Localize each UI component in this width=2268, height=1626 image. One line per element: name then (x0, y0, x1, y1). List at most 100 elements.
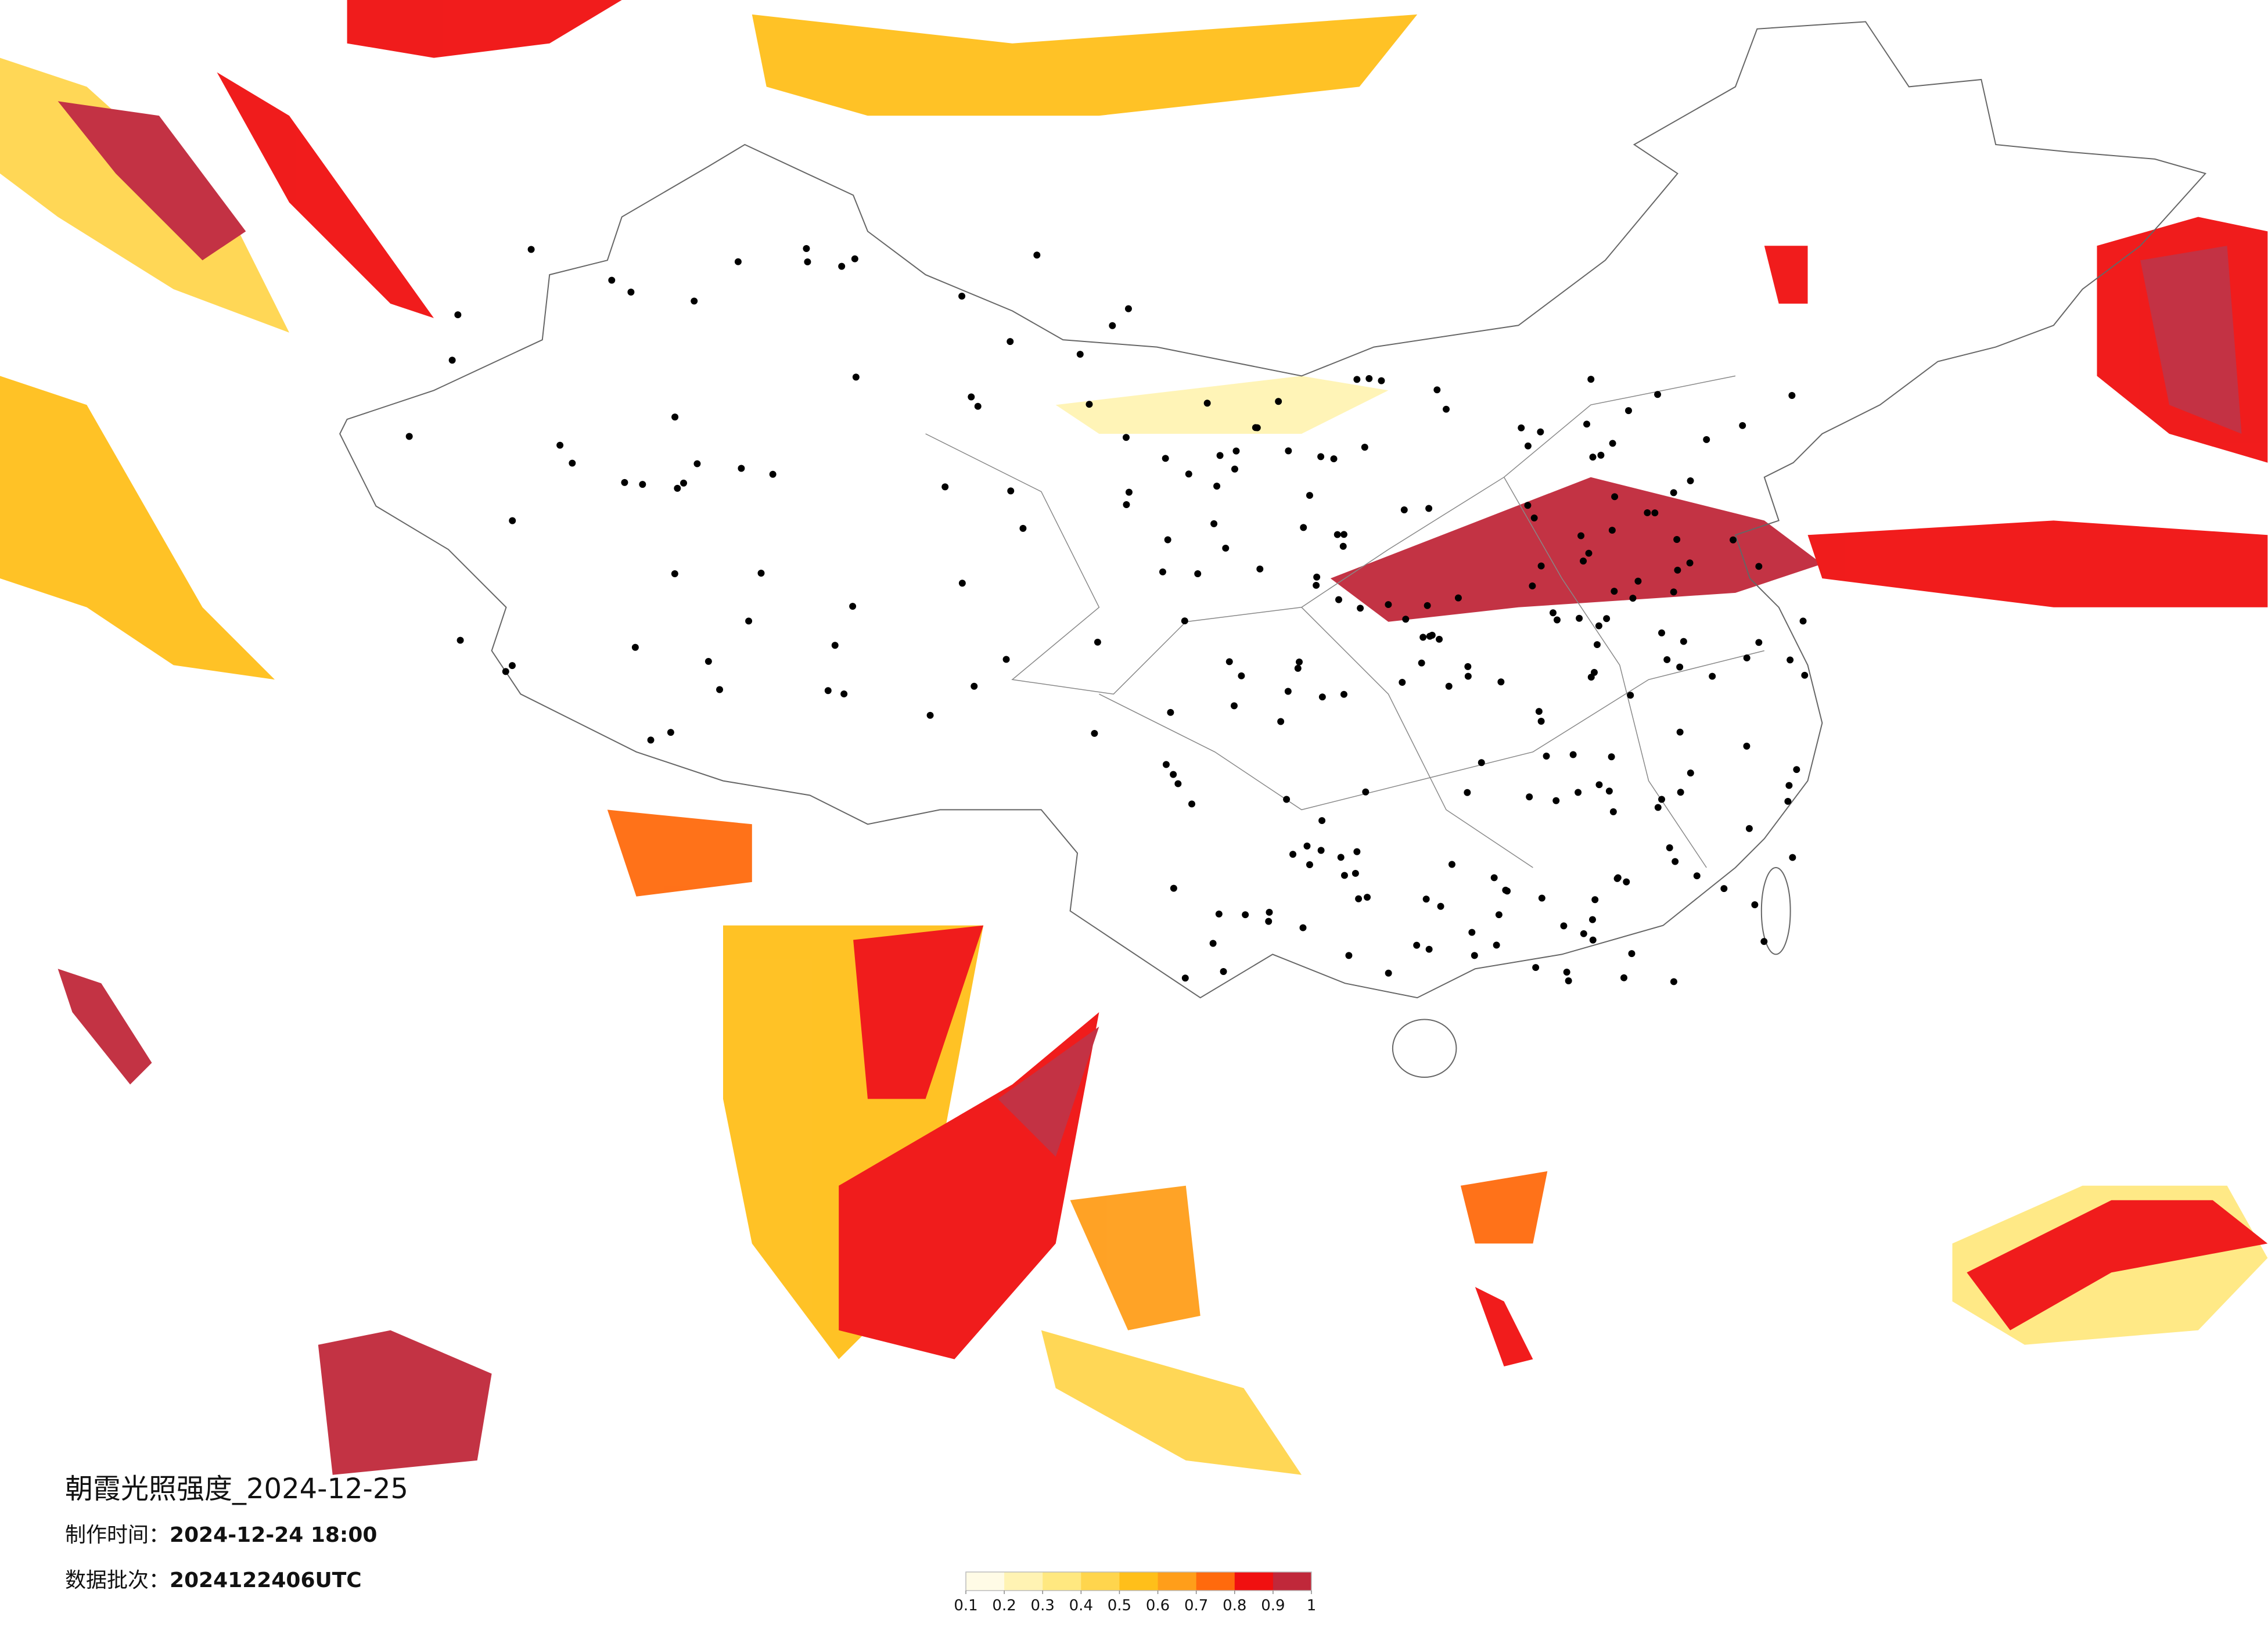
city-dot (1289, 851, 1297, 858)
city-dot (958, 292, 966, 300)
city-dot (1537, 562, 1545, 570)
city-dot (1318, 817, 1326, 825)
city-dot (1614, 874, 1622, 882)
colorbar-swatch (1158, 1572, 1197, 1591)
city-dot (1002, 656, 1010, 663)
city-dot (1550, 609, 1557, 617)
city-dot (1532, 964, 1540, 972)
city-dot (1413, 941, 1421, 949)
city-dot (1194, 570, 1202, 578)
city-dot (1589, 936, 1597, 944)
city-dot (1365, 375, 1373, 382)
city-dot (1164, 536, 1171, 544)
city-dot (1504, 887, 1511, 895)
colorbar-tick-label: 0.5 (1108, 1597, 1131, 1614)
city-dot (1676, 663, 1684, 671)
city-dot (1589, 916, 1596, 923)
city-dot (1256, 565, 1264, 573)
colorbar-tick-label: 0.9 (1261, 1597, 1285, 1614)
city-dot (1670, 588, 1677, 596)
city-dot (1560, 922, 1568, 930)
city-dot (1122, 434, 1130, 441)
city-dot (1787, 656, 1794, 664)
city-dot (1580, 557, 1587, 565)
city-dot (1109, 322, 1116, 329)
city-dot (1801, 671, 1809, 679)
city-dot (757, 570, 765, 577)
city-dot (556, 441, 564, 449)
city-dot (569, 459, 576, 467)
city-dot (971, 682, 978, 690)
city-dot (840, 690, 848, 697)
city-dot (1563, 969, 1570, 976)
city-dot (1611, 493, 1619, 501)
city-dot (1672, 858, 1679, 865)
city-dot (1334, 531, 1341, 538)
city-dot (1583, 420, 1591, 428)
city-dot (1422, 895, 1430, 903)
city-dot (1478, 759, 1485, 767)
city-dot (608, 276, 616, 284)
make-time-value: 2024-12-24 18:00 (170, 1523, 377, 1547)
city-dot (968, 393, 975, 401)
city-dot (1355, 895, 1363, 902)
city-dot (1181, 617, 1188, 625)
city-dot (1497, 678, 1505, 686)
city-dot (1306, 861, 1313, 868)
city-dot (1318, 693, 1326, 701)
city-dot (1303, 842, 1311, 850)
city-dot (1468, 929, 1476, 936)
city-dot (1400, 506, 1408, 513)
city-dot (1306, 492, 1313, 499)
city-layer (405, 245, 1809, 985)
city-dot (1181, 974, 1189, 982)
city-dot (1611, 588, 1618, 595)
city-dot (1086, 401, 1093, 408)
city-dot (1162, 761, 1170, 768)
city-dot (1170, 771, 1177, 778)
colorbar-tick-label: 1 (1307, 1597, 1317, 1614)
city-dot (1495, 911, 1503, 919)
city-dot (1294, 664, 1302, 672)
city-dot (1580, 930, 1587, 937)
city-dot (1471, 952, 1478, 959)
city-dot (1538, 894, 1545, 902)
city-dot (1033, 251, 1041, 259)
city-dot (1238, 672, 1245, 679)
city-dot (1670, 978, 1677, 985)
city-dot (1530, 514, 1538, 521)
city-dot (1535, 708, 1543, 715)
city-dot (1162, 455, 1169, 462)
city-dot (1091, 729, 1098, 737)
city-dot (1385, 601, 1392, 609)
city-dot (457, 636, 464, 644)
city-dot (705, 657, 712, 665)
city-dot (1745, 825, 1753, 832)
city-dot (1666, 844, 1673, 851)
city-dot (1686, 559, 1694, 567)
batch-label: 数据批次： (65, 1569, 170, 1592)
city-dot (1755, 563, 1763, 570)
city-dot (527, 246, 535, 253)
city-dot (1277, 718, 1285, 725)
city-dot (1609, 440, 1616, 447)
blob (57, 969, 152, 1085)
city-dot (1743, 654, 1751, 661)
city-dot (1317, 847, 1325, 854)
city-dot (1317, 453, 1325, 461)
city-dot (1493, 941, 1500, 949)
city-dot (1353, 848, 1361, 855)
city-dot (1591, 896, 1599, 904)
city-dot (1252, 424, 1259, 431)
city-dot (1760, 938, 1768, 945)
city-dot (1751, 901, 1759, 908)
island-outline (1392, 1019, 1457, 1078)
city-dot (1677, 789, 1684, 796)
city-dot (691, 297, 698, 305)
city-dot (1283, 796, 1291, 803)
make-time: 制作时间：2024-12-24 18:00 (65, 1523, 377, 1547)
city-dot (1242, 911, 1249, 919)
city-dot (1364, 894, 1371, 901)
